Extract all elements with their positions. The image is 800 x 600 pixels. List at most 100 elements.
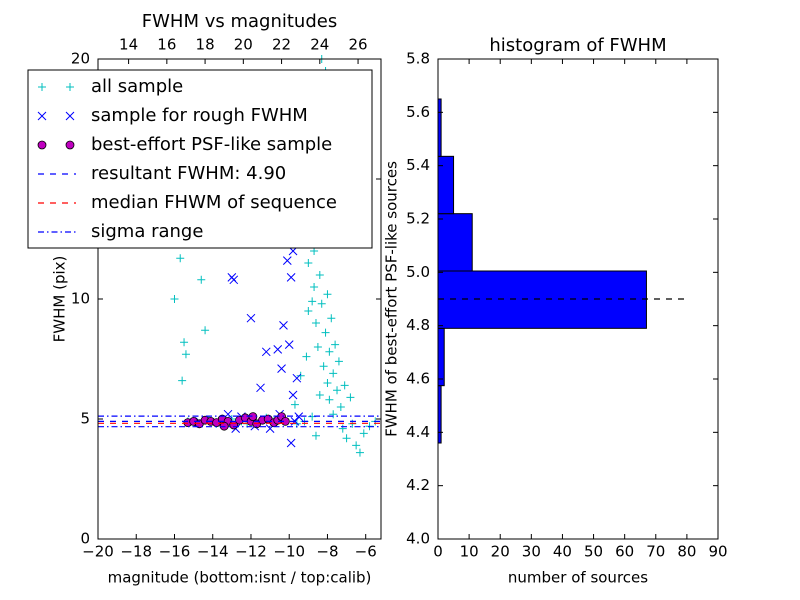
x2-tick-label: 20 xyxy=(234,36,253,54)
point xyxy=(288,390,298,400)
point xyxy=(178,376,187,385)
point xyxy=(296,371,305,380)
bar xyxy=(437,155,455,215)
legend-box xyxy=(27,69,373,249)
x-tick-label: 30 xyxy=(522,543,541,561)
x2-tick-label: 24 xyxy=(310,36,329,54)
point xyxy=(321,328,330,337)
y-tick-label: 5.8 xyxy=(406,50,430,68)
point xyxy=(302,352,311,361)
point xyxy=(286,438,296,448)
x2-tick-label: 18 xyxy=(196,36,215,54)
point xyxy=(333,386,342,395)
point xyxy=(355,448,364,457)
legend-label: all sample xyxy=(91,76,183,97)
legend-label: best-effort PSF-like sample xyxy=(91,134,332,155)
point xyxy=(352,441,361,450)
x-tick-label: 50 xyxy=(584,543,603,561)
point xyxy=(181,350,190,359)
chart-title: histogram of FWHM xyxy=(489,35,666,56)
legend-marker xyxy=(65,140,75,150)
y-tick-label: 5.2 xyxy=(406,210,430,228)
y-axis-label: FWHM of best-effort PSF-like sources xyxy=(383,161,401,437)
point xyxy=(327,314,336,323)
x2-tick-label: 22 xyxy=(272,36,291,54)
y-tick-label: 0 xyxy=(80,530,90,548)
bar xyxy=(437,270,647,329)
point xyxy=(319,362,328,371)
x2-tick-label: 26 xyxy=(349,36,368,54)
point xyxy=(323,379,332,387)
point xyxy=(282,256,292,265)
x-tick-label: −18 xyxy=(120,543,152,561)
point xyxy=(342,434,351,443)
x-tick-label: 90 xyxy=(708,543,727,561)
y-tick-label: 20 xyxy=(71,50,90,68)
y-tick-label: 4.6 xyxy=(406,370,430,388)
y-tick-label: 5.0 xyxy=(406,263,430,281)
point xyxy=(311,431,320,440)
point xyxy=(346,393,355,402)
x-axis-label: number of sources xyxy=(508,569,648,587)
point xyxy=(284,340,294,349)
point xyxy=(290,400,299,409)
legend-label: median FHWM of sequence xyxy=(91,192,337,213)
x-tick-label: 20 xyxy=(491,543,510,561)
point xyxy=(338,424,347,433)
point xyxy=(313,343,322,351)
y-tick-label: 5.4 xyxy=(406,156,430,174)
x-tick-label: −16 xyxy=(159,543,191,561)
point xyxy=(336,403,345,411)
x-tick-label: 40 xyxy=(553,543,572,561)
point xyxy=(197,275,206,284)
legend-label: resultant FWHM: 4.90 xyxy=(91,163,286,184)
x-tick-label: −6 xyxy=(355,543,377,561)
x-tick-label: 80 xyxy=(677,543,696,561)
point xyxy=(277,364,286,373)
point xyxy=(180,338,189,347)
point xyxy=(359,429,368,438)
point xyxy=(246,313,256,323)
legend-marker xyxy=(38,83,46,91)
y-tick-label: 10 xyxy=(71,290,90,308)
y-tick-label: 5.6 xyxy=(406,103,430,121)
point xyxy=(176,254,185,263)
point xyxy=(170,295,179,303)
x-tick-label: −12 xyxy=(235,543,267,561)
y-tick-label: 4.8 xyxy=(406,316,430,334)
legend-marker xyxy=(37,111,47,121)
legend-label: sigma range xyxy=(91,221,203,242)
x-tick-label: −10 xyxy=(273,543,305,561)
legend-marker xyxy=(65,111,75,121)
bar xyxy=(437,327,445,387)
point xyxy=(315,271,324,279)
x-tick-label: 70 xyxy=(646,543,665,561)
point xyxy=(294,412,304,421)
point xyxy=(310,283,319,291)
point xyxy=(340,381,349,390)
point xyxy=(201,326,210,335)
point xyxy=(304,259,313,267)
x-tick-label: 0 xyxy=(433,543,443,561)
axes-frame xyxy=(437,58,719,540)
point xyxy=(329,369,338,378)
y-tick-label: 4.4 xyxy=(406,423,430,441)
point xyxy=(329,410,338,419)
legend-marker xyxy=(66,83,74,91)
point xyxy=(317,299,326,308)
x-tick-label: −14 xyxy=(197,543,229,561)
x2-tick-label: 16 xyxy=(157,36,176,54)
point xyxy=(292,373,302,383)
point xyxy=(256,383,265,393)
y-tick-label: 5 xyxy=(80,410,90,428)
point xyxy=(273,345,283,354)
point xyxy=(325,347,334,356)
point xyxy=(334,357,343,366)
x-tick-label: 10 xyxy=(460,543,479,561)
point xyxy=(261,347,271,357)
x2-tick-label: 14 xyxy=(119,36,138,54)
point xyxy=(315,391,324,399)
chart-title: FWHM vs magnitudes xyxy=(142,11,337,32)
x-tick-label: −20 xyxy=(82,543,114,561)
y-axis-label: FWHM (pix) xyxy=(51,256,69,343)
